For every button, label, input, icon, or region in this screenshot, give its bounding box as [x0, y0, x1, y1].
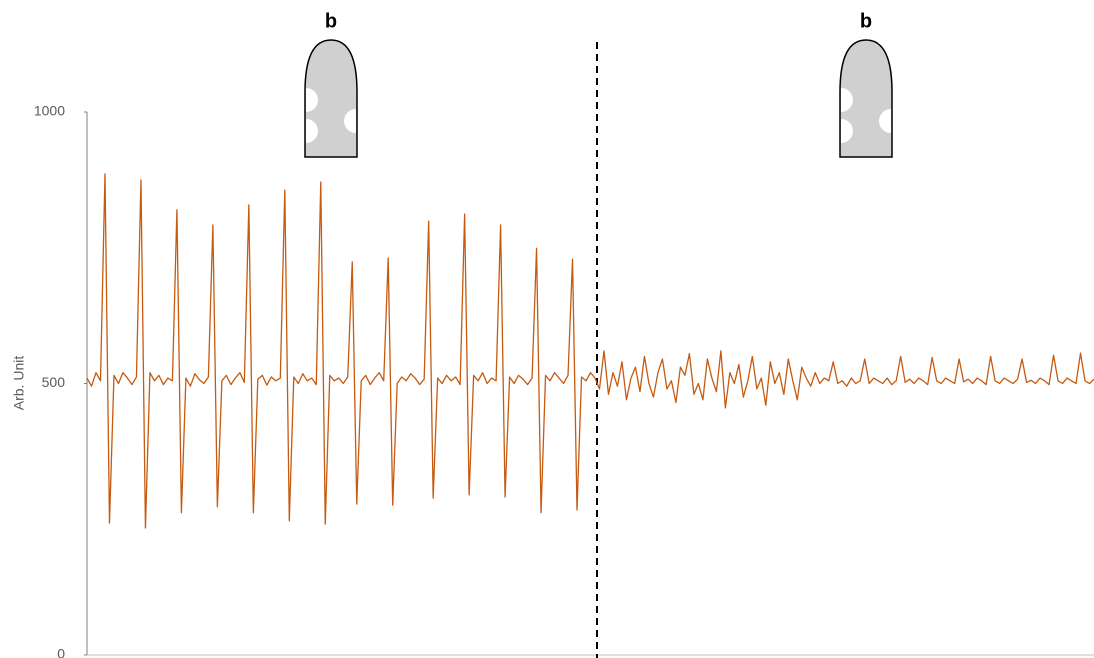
y-tick-label: 0 — [57, 646, 65, 658]
bullet-icon — [305, 40, 357, 157]
signal-line — [87, 174, 1094, 528]
annotation: b — [860, 10, 872, 32]
y-tick-label: 500 — [42, 374, 66, 390]
annotation: b — [325, 10, 337, 32]
y-tick-label: 1000 — [34, 103, 65, 119]
y-axis-title: Arb. Unit — [11, 356, 27, 411]
bullet-icon — [840, 40, 892, 157]
chart: Arb. Unit b b 0 500 1000 — [0, 0, 1094, 658]
